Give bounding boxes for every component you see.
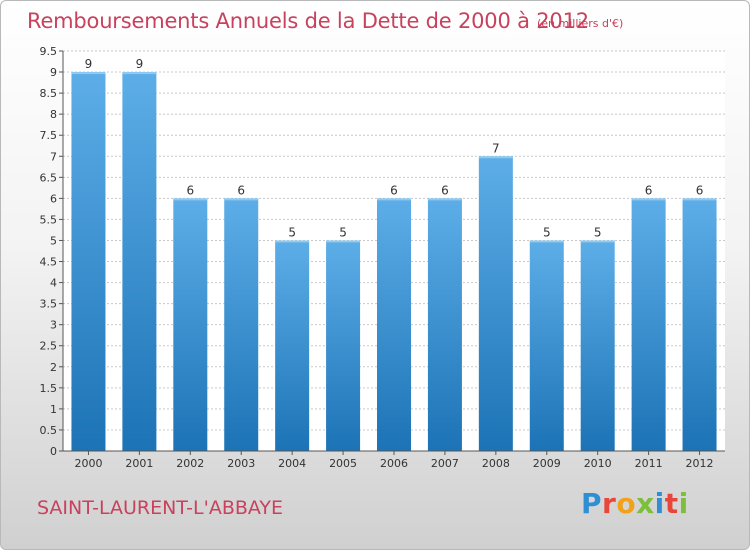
bar-2007: [427, 198, 462, 451]
y-tick-label: 0: [50, 445, 57, 458]
town-name: SAINT-LAURENT-L'ABBAYE: [37, 497, 284, 519]
bar-2004: [275, 240, 310, 451]
y-tick-label: 1.5: [40, 382, 58, 395]
data-label: 9: [136, 57, 144, 71]
x-tick-label: 2004: [278, 457, 306, 470]
y-axis-ticks: 0 0.5 1 1.5 2 2.5 3 3.5 4 4.5 5 5.5 6 6.5 7 7.5 8 8.5 9 9.5: [40, 45, 63, 458]
data-label: 6: [390, 183, 398, 197]
y-tick-label: 7.5: [40, 129, 58, 142]
y-tick-label: 2.5: [40, 340, 58, 353]
data-label: 6: [186, 183, 194, 197]
x-tick-label: 2002: [176, 457, 204, 470]
bar-2011: [631, 198, 666, 451]
bar-2003: [224, 198, 259, 451]
logo-letter: r: [602, 487, 617, 520]
x-tick-label: 2003: [227, 457, 255, 470]
y-tick-label: 2: [50, 361, 57, 374]
bar-2008: [478, 156, 513, 451]
chart-unit: (en milliers d'€): [537, 17, 624, 30]
x-tick-label: 2000: [74, 457, 102, 470]
chart-title: Remboursements Annuels de la Dette de 20…: [27, 9, 589, 33]
data-label: 5: [543, 225, 551, 239]
bar-2000: [71, 72, 106, 451]
x-tick-label: 2001: [125, 457, 153, 470]
data-label: 6: [237, 183, 245, 197]
bar-top-highlight: [326, 240, 361, 243]
bar-top-highlight: [478, 156, 513, 159]
y-tick-label: 5.5: [40, 213, 58, 226]
y-tick-label: 9.5: [40, 45, 58, 58]
data-label: 6: [441, 183, 449, 197]
logo-letter: P: [581, 487, 603, 520]
bar-2002: [173, 198, 208, 451]
bar-top-highlight: [377, 198, 411, 201]
y-tick-label: 3.5: [40, 298, 58, 311]
y-tick-label: 3: [50, 319, 57, 332]
x-tick-label: 2006: [380, 457, 408, 470]
data-label: 9: [85, 57, 93, 71]
bar-top-highlight: [529, 240, 564, 243]
bar-top-highlight: [275, 240, 310, 243]
y-tick-label: 8.5: [40, 87, 58, 100]
bar-2006: [377, 198, 411, 451]
x-tick-label: 2010: [584, 457, 612, 470]
bar-top-highlight: [631, 198, 666, 201]
bar-2010: [580, 240, 615, 451]
y-tick-label: 9: [50, 66, 57, 79]
x-tick-label: 2008: [482, 457, 510, 470]
bar-2001: [122, 72, 157, 451]
logo-letter: i: [654, 487, 665, 520]
bar-top-highlight: [224, 198, 259, 201]
y-tick-label: 6: [50, 192, 57, 205]
y-tick-label: 1: [50, 403, 57, 416]
data-label: 6: [696, 183, 704, 197]
logo-letter: i: [678, 487, 689, 520]
x-tick-label: 2011: [635, 457, 663, 470]
bars: 9 9 6 6 5 5 6 6 7 5 5 6 6: [71, 57, 717, 451]
y-tick-label: 0.5: [40, 424, 58, 437]
y-tick-label: 5: [50, 234, 57, 247]
y-tick-label: 4: [50, 277, 57, 290]
logo-letter: x: [636, 487, 655, 520]
x-tick-label: 2005: [329, 457, 357, 470]
bar-top-highlight: [173, 198, 208, 201]
bar-top-highlight: [580, 240, 615, 243]
bar-2009: [529, 240, 564, 451]
bar-top-highlight: [122, 72, 157, 75]
y-tick-label: 7: [50, 150, 57, 163]
x-axis-ticks: 2000 2001 2002 2003 2004 2005 2006 2007 2008 2009…: [74, 451, 714, 470]
bar-top-highlight: [71, 72, 106, 75]
x-tick-label: 2007: [431, 457, 459, 470]
bar-2005: [326, 240, 361, 451]
y-tick-label: 4.5: [40, 256, 58, 269]
y-tick-label: 6.5: [40, 171, 58, 184]
x-tick-label: 2012: [686, 457, 714, 470]
y-tick-label: 8: [50, 108, 57, 121]
data-label: 5: [594, 225, 602, 239]
data-label: 5: [339, 225, 347, 239]
logo-letter: t: [664, 487, 679, 520]
x-tick-label: 2009: [533, 457, 561, 470]
proxiti-logo: Proxiti: [581, 487, 689, 520]
data-label: 5: [288, 225, 296, 239]
bar-top-highlight: [682, 198, 717, 201]
data-label: 6: [645, 183, 653, 197]
bar-top-highlight: [427, 198, 462, 201]
bar-2012: [682, 198, 717, 451]
data-label: 7: [492, 141, 500, 155]
logo-letter: o: [616, 487, 637, 520]
